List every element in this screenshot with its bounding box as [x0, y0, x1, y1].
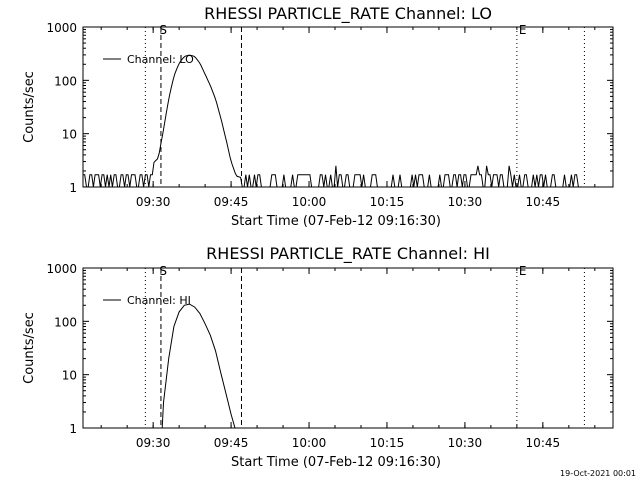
- lo-y-tick-label: 1: [69, 181, 77, 195]
- lo-chart-title: RHESSI PARTICLE_RATE Channel: LO: [204, 4, 492, 24]
- lo-plot-frame: [82, 26, 614, 188]
- lo-y-axis-label: Counts/sec: [22, 71, 37, 143]
- lo-x-tick-label: 09:30: [136, 195, 171, 209]
- hi-x-tick-label: 10:15: [370, 436, 405, 450]
- lo-end-marker-label: E: [519, 23, 527, 37]
- hi-start-marker-label: S: [159, 264, 167, 278]
- lo-x-tick-label: 10:30: [448, 195, 483, 209]
- timestamp-footer: 19-Oct-2021 00:01: [560, 469, 636, 478]
- lo-series-line: [83, 54, 584, 187]
- hi-plot-frame: [82, 267, 614, 429]
- hi-series-line: [161, 303, 236, 428]
- hi-channel-panel: RHESSI PARTICLE_RATE Channel: HI Start T…: [22, 244, 614, 470]
- hi-end-marker-label: E: [519, 264, 527, 278]
- lo-channel-panel: RHESSI PARTICLE_RATE Channel: LO Start T…: [22, 4, 614, 229]
- hi-y-axis-label: Counts/sec: [22, 312, 37, 384]
- hi-y-tick-label: 1: [69, 422, 77, 436]
- hi-x-tick-label: 10:00: [292, 436, 327, 450]
- hi-x-tick-label: 10:30: [448, 436, 483, 450]
- hi-y-tick-label: 10: [62, 369, 77, 383]
- lo-x-tick-label: 10:15: [370, 195, 405, 209]
- hi-x-tick-label: 09:30: [136, 436, 171, 450]
- hi-legend-label: Channel: HI: [127, 294, 191, 307]
- lo-x-axis-label: Start Time (07-Feb-12 09:16:30): [231, 214, 441, 229]
- hi-y-tick-label: 1000: [46, 262, 77, 276]
- hi-y-tick-label: 100: [54, 315, 77, 329]
- hi-chart-title: RHESSI PARTICLE_RATE Channel: HI: [206, 244, 490, 264]
- hi-x-axis-label: Start Time (07-Feb-12 09:16:30): [231, 455, 441, 470]
- lo-x-tick-label: 10:00: [292, 195, 327, 209]
- lo-y-tick-label: 100: [54, 74, 77, 88]
- lo-y-tick-label: 10: [62, 128, 77, 142]
- lo-y-tick-label: 1000: [46, 21, 77, 35]
- lo-x-tick-label: 10:45: [526, 195, 561, 209]
- hi-x-tick-label: 10:45: [526, 436, 561, 450]
- hi-x-tick-label: 09:45: [214, 436, 249, 450]
- lo-x-tick-label: 09:45: [214, 195, 249, 209]
- lo-start-marker-label: S: [159, 23, 167, 37]
